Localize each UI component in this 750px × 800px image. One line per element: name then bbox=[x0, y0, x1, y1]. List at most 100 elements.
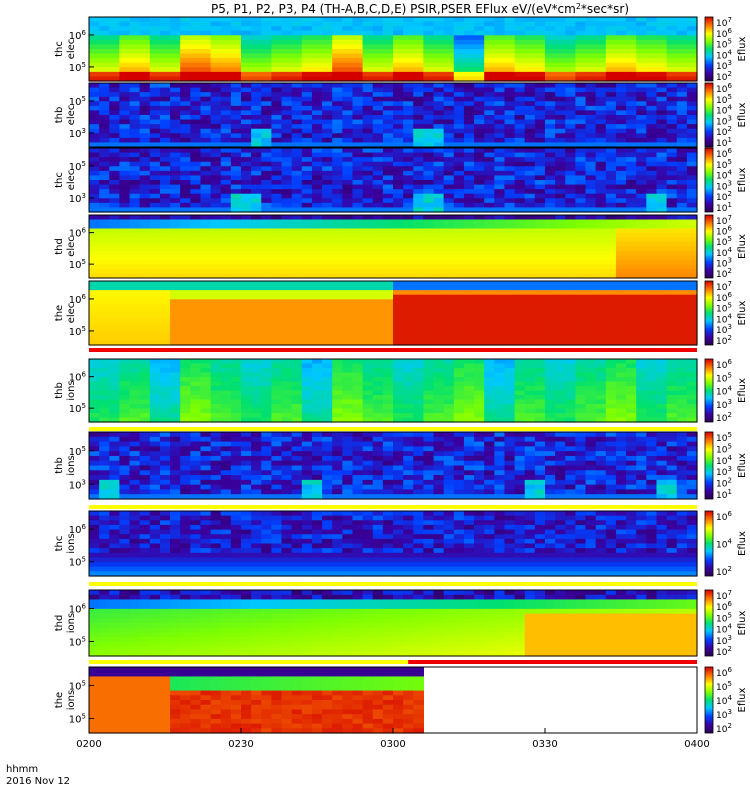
spectrogram-cell bbox=[332, 281, 343, 287]
spectrogram-cell bbox=[463, 417, 475, 423]
spectrogram-cell bbox=[89, 326, 100, 332]
spectrogram-cell bbox=[413, 39, 424, 46]
spectrogram-cell bbox=[149, 224, 161, 230]
spectrogram-cell bbox=[251, 294, 262, 300]
spectrogram-cell bbox=[261, 161, 272, 167]
spectrogram-cell bbox=[342, 372, 354, 378]
spectrogram-cell bbox=[433, 105, 445, 112]
spectrogram-cell bbox=[474, 219, 485, 225]
spectrogram-cell bbox=[159, 246, 171, 252]
spectrogram-cell bbox=[261, 219, 272, 225]
spectrogram-cell bbox=[332, 326, 343, 332]
spectrogram-cell bbox=[352, 110, 364, 116]
spectrogram-cell bbox=[342, 152, 354, 158]
spectrogram-cell bbox=[676, 115, 688, 121]
spectrogram-cell bbox=[372, 53, 384, 59]
spectrogram-cell bbox=[291, 170, 303, 177]
spectrogram-cell bbox=[301, 148, 313, 154]
spectrogram-cell bbox=[413, 395, 424, 401]
spectrogram-cell bbox=[484, 207, 495, 213]
spectrogram-cell bbox=[453, 110, 465, 116]
spectrogram-cell bbox=[565, 326, 576, 332]
spectrogram-cell bbox=[119, 224, 131, 230]
spectrogram-cell bbox=[109, 83, 120, 89]
spectrogram-cell bbox=[139, 128, 151, 134]
spectrogram-cell bbox=[626, 58, 637, 64]
spectrogram-cell bbox=[585, 119, 597, 125]
spectrogram-cell bbox=[484, 62, 495, 68]
spectrogram-cell bbox=[474, 39, 485, 46]
spectrogram-cell bbox=[362, 368, 374, 374]
spectrogram-cell bbox=[393, 219, 404, 225]
spectrogram-cell bbox=[139, 180, 151, 186]
spectrogram-cell bbox=[301, 326, 313, 332]
spectrogram-cell bbox=[99, 133, 110, 139]
spectrogram-cell bbox=[281, 142, 293, 148]
spectrogram-cell bbox=[362, 175, 374, 181]
spectrogram-cell bbox=[281, 368, 293, 374]
spectrogram-cell bbox=[89, 67, 100, 73]
spectrogram-cell bbox=[311, 26, 323, 32]
spectrogram-cell bbox=[362, 137, 374, 144]
spectrogram-cell bbox=[393, 92, 404, 98]
spectrogram-cell bbox=[149, 157, 161, 163]
spectrogram-cell bbox=[261, 67, 272, 73]
spectrogram-cell bbox=[129, 340, 141, 346]
spectrogram-cell bbox=[332, 207, 343, 213]
spectrogram-cell bbox=[676, 30, 688, 36]
spectrogram-cell bbox=[433, 359, 445, 365]
spectrogram-cell bbox=[626, 224, 637, 230]
spectrogram-cell bbox=[676, 340, 688, 346]
spectrogram-cell bbox=[615, 215, 627, 221]
spectrogram-cell bbox=[433, 399, 445, 405]
spectrogram-cell bbox=[585, 92, 597, 98]
spectrogram-cell bbox=[534, 193, 546, 199]
spectrogram-cell bbox=[230, 359, 242, 365]
spectrogram-cell bbox=[474, 372, 485, 378]
spectrogram-cell bbox=[352, 285, 364, 291]
spectrogram-cell bbox=[443, 246, 455, 252]
spectrogram-cell bbox=[656, 326, 668, 332]
spectrogram-cell bbox=[443, 26, 455, 32]
spectrogram-cell bbox=[575, 161, 587, 167]
spectrogram-cell bbox=[686, 92, 698, 98]
spectrogram-cell bbox=[443, 58, 455, 64]
spectrogram-cell bbox=[99, 308, 110, 314]
spectrogram-cell bbox=[646, 110, 658, 116]
spectrogram-cell bbox=[463, 207, 475, 213]
spectrogram-cell bbox=[565, 368, 576, 374]
spectrogram-cell bbox=[534, 413, 546, 419]
spectrogram-cell bbox=[271, 67, 283, 73]
spectrogram-cell bbox=[433, 395, 445, 401]
spectrogram-cell bbox=[524, 290, 536, 296]
spectrogram-cell bbox=[241, 180, 252, 186]
spectrogram-cell bbox=[170, 363, 181, 369]
spectrogram-cell bbox=[322, 49, 333, 55]
spectrogram-cell bbox=[585, 87, 597, 93]
spectrogram-cell bbox=[180, 264, 191, 270]
spectrogram-cell bbox=[159, 215, 171, 221]
spectrogram-cell bbox=[261, 30, 272, 36]
spectrogram-cell bbox=[504, 124, 516, 130]
spectrogram-cell bbox=[382, 381, 394, 387]
spectrogram-cell bbox=[453, 237, 465, 243]
spectrogram-cell bbox=[575, 290, 587, 296]
spectrogram-cell bbox=[534, 219, 546, 225]
spectrogram-cell bbox=[686, 290, 698, 296]
spectrogram-cell bbox=[372, 17, 384, 23]
spectrogram-cell bbox=[311, 242, 323, 248]
spectrogram-cell bbox=[656, 26, 668, 32]
spectrogram-cell bbox=[413, 105, 424, 112]
spectrogram-cell bbox=[301, 119, 313, 125]
spectrogram-cell bbox=[382, 331, 394, 337]
spectrogram-cell bbox=[89, 26, 100, 32]
spectrogram-cell bbox=[393, 166, 404, 172]
spectrogram-cell bbox=[494, 390, 506, 396]
spectrogram-cell bbox=[555, 148, 566, 154]
spectrogram-cell bbox=[190, 193, 202, 199]
spectrogram-cell bbox=[210, 246, 222, 252]
spectrogram-cell bbox=[342, 326, 354, 332]
spectrogram-cell bbox=[372, 290, 384, 296]
spectrogram-cell bbox=[332, 115, 343, 121]
spectrogram-cell bbox=[99, 340, 110, 346]
